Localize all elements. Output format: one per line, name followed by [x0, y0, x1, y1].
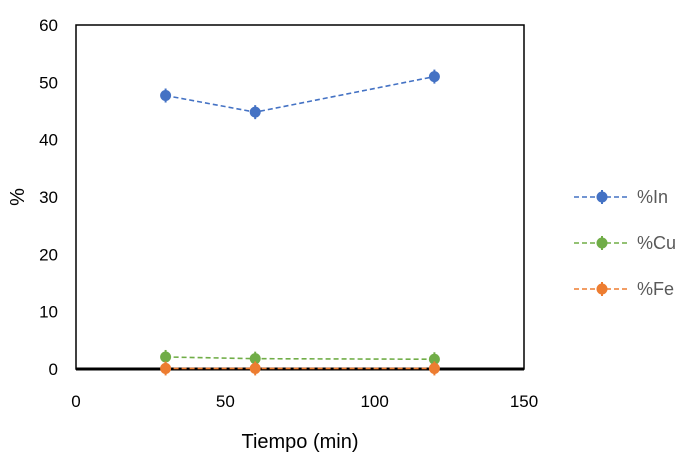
legend-item: %In — [574, 187, 668, 207]
y-axis-title: % — [7, 188, 29, 206]
series-layer — [160, 69, 440, 376]
x-axis-title: Tiempo (min) — [241, 431, 358, 453]
y-tick-label: 40 — [39, 131, 58, 150]
x-tick-label: 100 — [360, 392, 388, 411]
y-tick-label: 0 — [49, 360, 58, 379]
x-tick-label: 0 — [71, 392, 80, 411]
x-tick-label: 50 — [216, 392, 235, 411]
y-tick-label: 50 — [39, 73, 58, 92]
legend-label: %Fe — [637, 279, 674, 299]
y-tick-label: 20 — [39, 245, 58, 264]
legend-item: %Cu — [574, 233, 676, 253]
x-tick-label: 150 — [510, 392, 538, 411]
legend: %In %Cu %Fe — [574, 187, 676, 299]
y-tick-labels: 0 10 20 30 40 50 60 — [39, 16, 58, 379]
legend-label: %In — [637, 187, 668, 207]
legend-label: %Cu — [637, 233, 676, 253]
y-tick-label: 60 — [39, 16, 58, 35]
plot-area — [75, 24, 525, 370]
series-2 — [160, 361, 440, 376]
legend-item: %Fe — [574, 279, 674, 299]
x-tick-labels: 0 50 100 150 — [71, 392, 538, 411]
y-tick-label: 10 — [39, 303, 58, 322]
series-0 — [160, 69, 440, 120]
y-tick-label: 30 — [39, 188, 58, 207]
